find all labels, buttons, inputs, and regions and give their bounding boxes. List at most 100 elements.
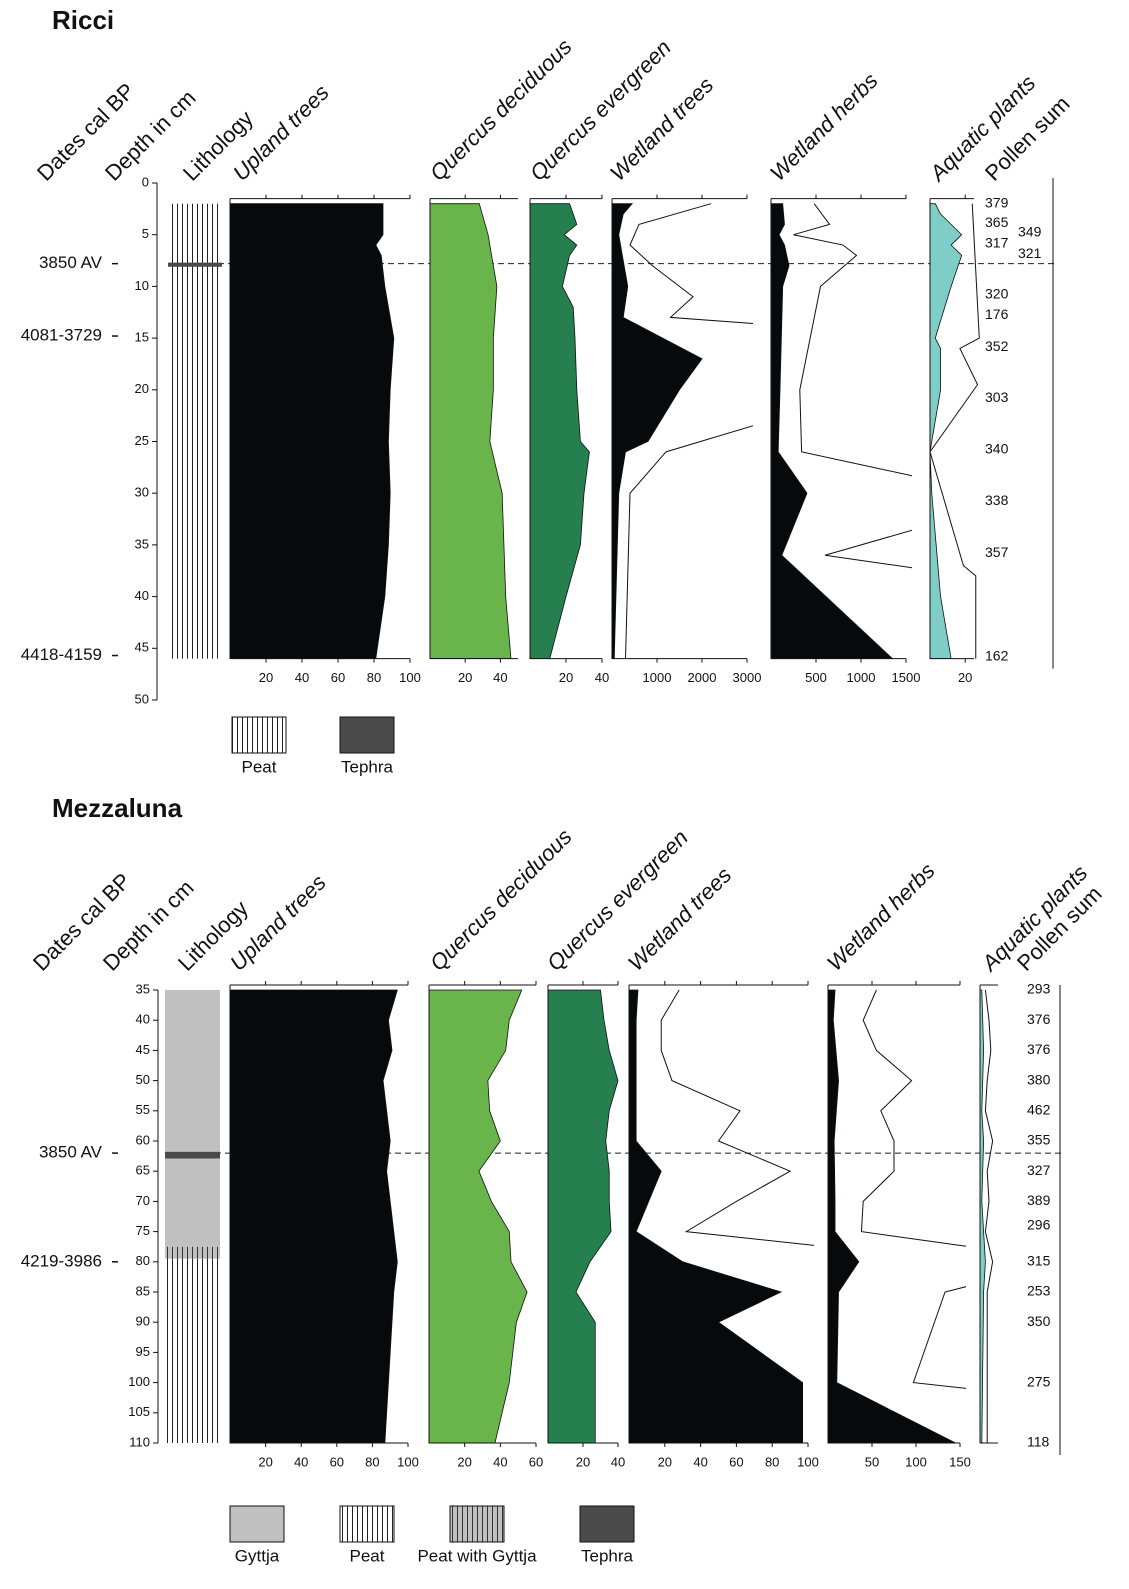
pollen-sum-value: 365: [985, 214, 1009, 230]
panel: 1000 2000 3000: [611, 194, 762, 685]
x-tick-label: 20: [259, 670, 273, 685]
depth-tick-label: 10: [135, 278, 149, 293]
depth-tick-label: 50: [136, 1072, 150, 1087]
x-tick-label: 100: [399, 670, 421, 685]
exaggeration-curve: [930, 203, 980, 659]
x-tick-label: 40: [294, 1454, 308, 1469]
x-tick-label: 40: [295, 670, 309, 685]
depth-tick-label: 80: [136, 1253, 150, 1268]
pollen-curve: [229, 203, 395, 660]
pollen-sum-value: 275: [1027, 1373, 1051, 1389]
x-tick-label: 100: [797, 1454, 819, 1469]
panel: 20 40 60 80 100: [229, 194, 421, 685]
pollen-sum-value: 303: [985, 389, 1009, 405]
pollen-sum-value: 340: [985, 440, 1009, 456]
depth-tick-label: 50: [135, 691, 149, 706]
depth-tick-label: 70: [136, 1193, 150, 1208]
pollen-sum-value: 176: [985, 306, 1009, 322]
lithology-unit: [165, 1151, 220, 1159]
x-tick-label: 1000: [847, 670, 876, 685]
pollen-sum-value: 118: [1027, 1434, 1050, 1450]
depth-tick-label: 40: [136, 1012, 150, 1027]
pollen-sum-value: 357: [985, 544, 1009, 560]
depth-tick-label: 75: [136, 1223, 150, 1238]
panel: 50 100 150: [827, 981, 971, 1469]
x-tick-label: 100: [905, 1454, 927, 1469]
panel: [979, 984, 998, 1444]
x-tick-label: 20: [457, 1454, 471, 1469]
panel: 500 1000 1500: [770, 194, 920, 685]
depth-tick-label: 65: [136, 1163, 150, 1178]
date-label: 3850 AV: [39, 253, 103, 272]
depth-tick-label: 5: [142, 226, 149, 241]
pollen-sum-value: 253: [1027, 1283, 1051, 1299]
pollen-sum-value: 462: [1027, 1102, 1051, 1118]
depth-tick-label: 20: [135, 381, 149, 396]
exaggeration-curve: [625, 203, 753, 659]
date-label: 4418-4159: [21, 645, 102, 664]
panel: 20 40 60 80 100: [229, 981, 419, 1469]
date-label: 4219-3986: [21, 1251, 102, 1270]
x-tick-label: 60: [729, 1454, 743, 1469]
pollen-curve: [770, 203, 894, 660]
exaggeration-curve: [793, 203, 912, 569]
depth-tick-label: 35: [136, 981, 150, 996]
depth-tick-label: 0: [142, 174, 149, 189]
panel: 20 40 60: [428, 981, 543, 1469]
exaggeration-curve: [660, 989, 814, 1246]
pollen-curve: [979, 989, 986, 1444]
taxon-header: Wetland herbs: [765, 68, 883, 186]
pollen-curve: [611, 203, 703, 660]
x-tick-label: 20: [458, 670, 472, 685]
pollen-curve: [429, 203, 512, 660]
exaggeration-curve: [860, 989, 966, 1389]
x-tick-label: 2000: [688, 670, 717, 685]
pollen-sum-value: 293: [1027, 981, 1051, 997]
panel: 20: [929, 194, 980, 685]
depth-tick-label: 95: [136, 1344, 150, 1359]
x-tick-label: 40: [595, 670, 609, 685]
pollen-sum-value: 376: [1027, 1011, 1051, 1027]
date-label: 3850 AV: [39, 1143, 103, 1162]
legend-label: Peat: [242, 757, 277, 776]
pollen-curve: [827, 989, 956, 1444]
pollen-sum-value: 320: [985, 285, 1009, 301]
x-tick-label: 80: [365, 1454, 379, 1469]
legend-label: Peat with Gyttja: [417, 1546, 537, 1565]
chart-title: Ricci: [52, 5, 114, 35]
chart-title: Mezzaluna: [52, 793, 183, 823]
x-tick-label: 20: [658, 1454, 672, 1469]
x-tick-label: 60: [331, 670, 345, 685]
x-tick-label: 3000: [733, 670, 762, 685]
pollen-sum-value: 327: [1027, 1162, 1051, 1178]
depth-tick-label: 25: [135, 433, 149, 448]
lithology-unit: [165, 1246, 220, 1259]
x-tick-label: 20: [576, 1454, 590, 1469]
x-tick-label: 40: [693, 1454, 707, 1469]
x-tick-label: 60: [529, 1454, 543, 1469]
pollen-curve: [547, 989, 619, 1444]
exaggeration-curve: [984, 989, 994, 1443]
pollen-curve: [929, 203, 963, 660]
depth-tick-label: 110: [129, 1434, 150, 1449]
pollen-sum-value: 389: [1027, 1192, 1051, 1208]
pollen-sum-value: 380: [1027, 1071, 1051, 1087]
x-tick-label: 40: [493, 670, 507, 685]
panel: 20 40: [547, 981, 625, 1469]
x-tick-label: 80: [765, 1454, 779, 1469]
x-tick-label: 150: [949, 1454, 971, 1469]
depth-tick-label: 15: [135, 330, 149, 345]
x-tick-label: 80: [367, 670, 381, 685]
x-tick-label: 20: [559, 670, 573, 685]
x-tick-label: 1000: [643, 670, 672, 685]
pollen-sum-value: 338: [985, 492, 1009, 508]
panel: 20 40: [429, 194, 518, 685]
legend-label: Tephra: [341, 757, 394, 776]
x-tick-label: 20: [958, 670, 972, 685]
legend-label: Gyttja: [235, 1546, 280, 1565]
x-tick-label: 60: [330, 1454, 344, 1469]
pollen-sum-value: 352: [985, 338, 1009, 354]
depth-tick-label: 45: [136, 1042, 150, 1057]
pollen-sum-value: 376: [1027, 1041, 1051, 1057]
